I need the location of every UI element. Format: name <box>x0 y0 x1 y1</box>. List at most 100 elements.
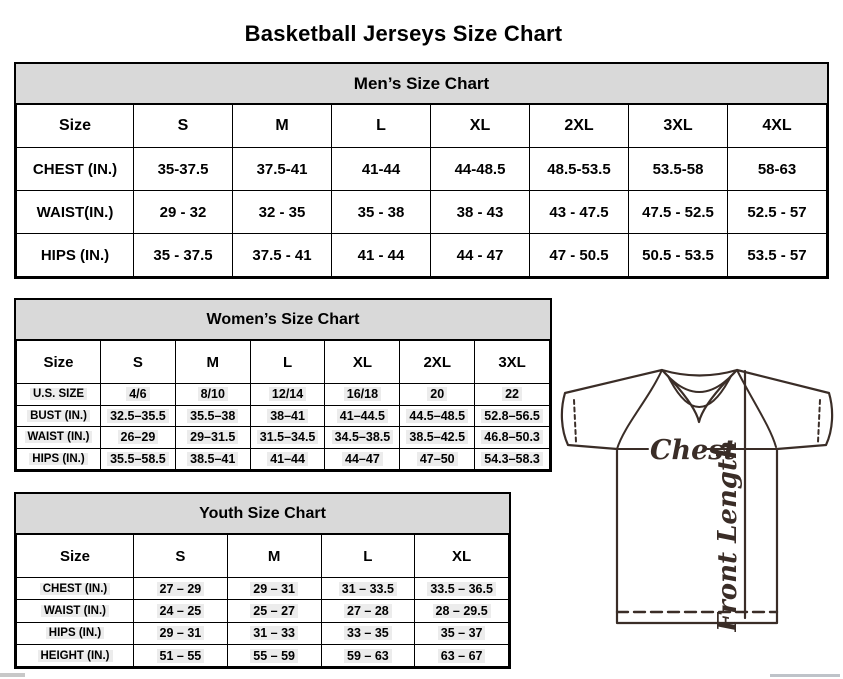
size-column-header: XL <box>430 104 530 148</box>
size-value-cell: 48.5-53.5 <box>529 147 629 191</box>
size-value-cell: 29–31.5 <box>174 426 251 449</box>
size-value-cell: 44–47 <box>324 447 401 470</box>
front-length-label: Front Length <box>713 440 743 632</box>
size-column-header: L <box>331 104 431 148</box>
size-value-cell: 38.5–41 <box>174 447 251 470</box>
size-value-cell: 38 - 43 <box>430 190 530 234</box>
size-value-cell: 35.5–38 <box>174 404 251 427</box>
size-column-header: M <box>174 340 251 384</box>
right-sleeve-seam <box>736 369 777 448</box>
size-value-cell: 33 – 35 <box>320 621 416 645</box>
size-value-cell: 4/6 <box>100 383 176 406</box>
size-column-header: XL <box>414 534 509 578</box>
size-value-cell: 53.5-58 <box>628 147 728 191</box>
size-value-cell: 32.5–35.5 <box>100 404 176 427</box>
size-column-header: S <box>133 534 228 578</box>
collar-band-arc-1 <box>664 372 735 393</box>
size-value-cell: 24 – 25 <box>133 599 228 623</box>
mens-chart-title: Men’s Size Chart <box>16 64 827 104</box>
size-value-cell: 29 - 32 <box>133 190 233 234</box>
size-value-cell: 38–41 <box>249 404 326 427</box>
size-header-cell: Size <box>16 340 101 384</box>
size-value-cell: 31 – 33.5 <box>320 576 416 601</box>
size-value-cell: 44-48.5 <box>430 147 530 191</box>
size-column-header: M <box>226 534 322 578</box>
mens-size-chart-section: Men’s Size Chart Size S M L XL 2XL 3XL 4XL CHEST… <box>14 62 829 279</box>
row-label: HIPS (IN.) <box>16 621 134 645</box>
left-sleeve-seam <box>616 369 663 450</box>
row-label: U.S. SIZE <box>16 383 101 406</box>
size-column-header: M <box>232 104 332 148</box>
row-label: CHEST (IN.) <box>16 576 134 601</box>
jersey-measurement-diagram: Chest Front Length <box>560 368 834 632</box>
size-value-cell: 29 – 31 <box>133 621 228 645</box>
size-value-cell: 25 – 27 <box>226 599 322 623</box>
row-label: WAIST (IN.) <box>16 426 101 449</box>
size-value-cell: 43 - 47.5 <box>529 190 629 234</box>
size-value-cell: 38.5–42.5 <box>399 426 476 449</box>
right-cuff-dashed-line <box>817 399 821 443</box>
size-value-cell: 63 – 67 <box>414 643 509 668</box>
collar-v-outline <box>660 368 739 424</box>
size-column-header: XL <box>324 340 401 384</box>
size-column-header: 2XL <box>399 340 476 384</box>
size-value-cell: 35 - 37.5 <box>133 233 233 277</box>
size-value-cell: 52.5 - 57 <box>727 190 827 234</box>
youth-chart-title: Youth Size Chart <box>16 494 509 534</box>
left-cuff-dashed-line <box>573 399 577 443</box>
size-value-cell: 35-37.5 <box>133 147 233 191</box>
size-value-cell: 44.5–48.5 <box>399 404 476 427</box>
page-title: Basketball Jerseys Size Chart <box>244 20 563 46</box>
size-value-cell: 12/14 <box>249 383 326 406</box>
size-value-cell: 31.5–34.5 <box>249 426 326 449</box>
size-value-cell: 50.5 - 53.5 <box>628 233 728 277</box>
size-value-cell: 16/18 <box>324 383 401 406</box>
size-column-header: 4XL <box>727 104 827 148</box>
size-value-cell: 54.3–58.3 <box>474 447 550 470</box>
womens-chart-title: Women’s Size Chart <box>16 300 550 340</box>
size-header-cell: Size <box>16 534 134 578</box>
size-header-cell: Size <box>16 104 134 148</box>
size-value-cell: 27 – 28 <box>320 599 416 623</box>
size-value-cell: 33.5 – 36.5 <box>414 576 509 601</box>
size-value-cell: 35 - 38 <box>331 190 431 234</box>
size-value-cell: 46.8–50.3 <box>474 426 550 449</box>
size-value-cell: 37.5 - 41 <box>232 233 332 277</box>
size-value-cell: 55 – 59 <box>226 643 322 668</box>
size-value-cell: 51 – 55 <box>133 643 228 668</box>
size-value-cell: 37.5-41 <box>232 147 332 191</box>
size-value-cell: 47–50 <box>399 447 476 470</box>
collar-band-arc-2 <box>667 375 732 408</box>
size-value-cell: 41-44 <box>331 147 431 191</box>
size-value-cell: 28 – 29.5 <box>414 599 509 623</box>
size-value-cell: 8/10 <box>174 383 251 406</box>
size-value-cell: 34.5–38.5 <box>324 426 401 449</box>
jersey-outline <box>560 368 834 625</box>
size-value-cell: 35.5–58.5 <box>100 447 176 470</box>
size-value-cell: 41 - 44 <box>331 233 431 277</box>
size-value-cell: 22 <box>474 383 550 406</box>
row-label: HEIGHT (IN.) <box>16 643 134 668</box>
row-label: WAIST (IN.) <box>16 599 134 623</box>
size-column-header: 3XL <box>474 340 550 384</box>
chest-label: Chest <box>650 435 736 466</box>
size-value-cell: 32 - 35 <box>232 190 332 234</box>
size-value-cell: 26–29 <box>100 426 176 449</box>
size-value-cell: 41–44 <box>249 447 326 470</box>
womens-size-chart-section: Women’s Size Chart Size S M L XL 2XL 3XL U.S. S… <box>14 298 552 472</box>
size-column-header: 2XL <box>529 104 629 148</box>
youth-size-table: Size S M L XL CHEST (IN.) 27 – 29 29 – 31 31 – 3… <box>16 534 509 668</box>
size-value-cell: 59 – 63 <box>320 643 416 668</box>
size-value-cell: 47.5 - 52.5 <box>628 190 728 234</box>
scrollbar-fragment-left <box>0 673 25 677</box>
row-label: CHEST (IN.) <box>16 147 134 191</box>
row-label: WAIST(IN.) <box>16 190 134 234</box>
size-value-cell: 35 – 37 <box>414 621 509 645</box>
size-column-header: L <box>320 534 416 578</box>
size-value-cell: 53.5 - 57 <box>727 233 827 277</box>
size-value-cell: 29 – 31 <box>226 576 322 601</box>
row-label: HIPS (IN.) <box>16 233 134 277</box>
size-value-cell: 44 - 47 <box>430 233 530 277</box>
scrollbar-fragment-right <box>770 674 840 677</box>
